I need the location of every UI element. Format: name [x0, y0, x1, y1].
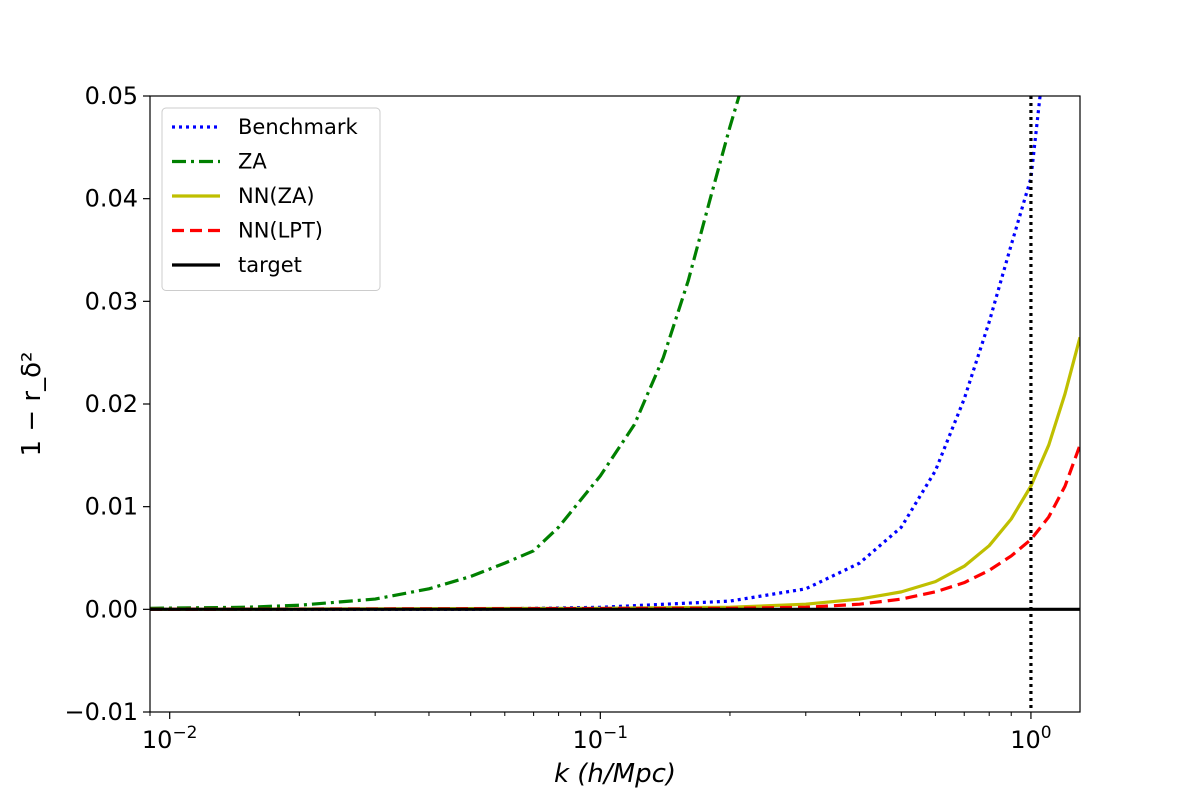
y-tick-label: 0.01 — [85, 493, 138, 521]
series-line-nn-lpt — [150, 444, 1080, 611]
x-axis-label: k (h/Mpc) — [554, 759, 676, 789]
series-layer — [150, 96, 1080, 712]
legend-box — [161, 107, 381, 291]
x-tick-label: 10−1 — [573, 723, 629, 754]
x-axis: 10−2 10−1 100 — [142, 712, 1052, 754]
legend: Benchmark ZA NN(ZA) NN(LPT) target — [161, 107, 381, 291]
legend-label: target — [238, 253, 302, 277]
y-tick-label: 0.00 — [85, 595, 138, 623]
y-tick-label: 0.05 — [85, 82, 138, 110]
legend-label: NN(LPT) — [238, 219, 323, 243]
y-tick-label: 0.04 — [85, 185, 138, 213]
y-axis-label: 1 − r_δ² — [17, 352, 47, 457]
legend-label: Benchmark — [238, 115, 358, 139]
series-line-nn-za — [150, 336, 1080, 611]
x-tick-label: 100 — [1010, 723, 1051, 754]
y-tick-label: 0.03 — [85, 287, 138, 315]
series-line-za — [150, 96, 741, 610]
x-tick-label: 10−2 — [142, 723, 198, 754]
y-tick-label: 0.02 — [85, 390, 138, 418]
legend-label: ZA — [238, 150, 267, 174]
y-axis: −0.01 0.00 0.01 0.02 0.03 0.04 0.05 — [64, 82, 150, 726]
legend-label: NN(ZA) — [238, 184, 315, 208]
y-tick-label: −0.01 — [64, 698, 138, 726]
